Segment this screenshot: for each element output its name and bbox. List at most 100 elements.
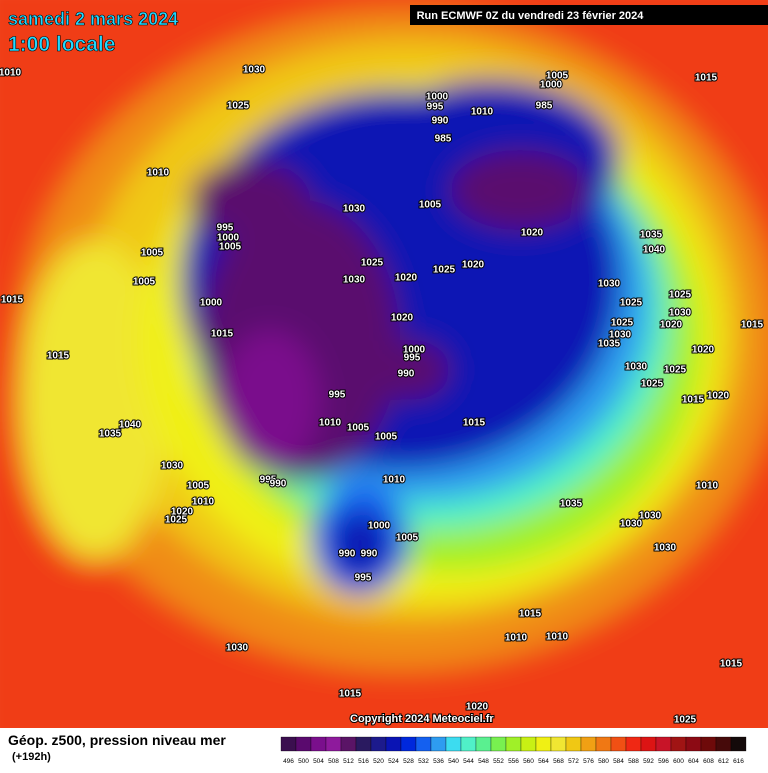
pressure-label: 1000 xyxy=(403,345,426,356)
scale-label: 508 xyxy=(328,758,339,765)
color-scale: 496 500 504 508 512 516 520 524 528 532 536 540 544 5… xyxy=(280,736,747,765)
scale-label: 540 xyxy=(448,758,459,765)
pressure-label: 1000 xyxy=(217,233,240,244)
run-info: Run ECMWF 0Z du vendredi 23 février 2024 xyxy=(417,10,645,22)
scale-swatch xyxy=(700,736,717,752)
pressure-label: 1030 xyxy=(639,511,662,522)
pressure-label: 990 xyxy=(398,369,415,380)
scale-swatch xyxy=(670,736,687,752)
pressure-label: 1025 xyxy=(669,290,692,301)
scale-label: 612 xyxy=(718,758,729,765)
scale-swatch xyxy=(595,736,612,752)
lead-time: (+192h) xyxy=(12,751,51,763)
scale-label: 552 xyxy=(493,758,504,765)
scale-swatch xyxy=(565,736,582,752)
scale-label: 592 xyxy=(643,758,654,765)
pressure-label: 1030 xyxy=(226,643,249,654)
pressure-label: 1020 xyxy=(462,260,485,271)
pressure-label: 1025 xyxy=(165,515,188,526)
pressure-label: 1035 xyxy=(640,230,663,241)
scale-swatch xyxy=(685,736,702,752)
scale-swatch xyxy=(370,736,387,752)
pressure-label: 1005 xyxy=(396,533,419,544)
scale-swatch xyxy=(640,736,657,752)
pressure-label: 995 xyxy=(404,353,421,364)
pressure-label: 1010 xyxy=(0,68,22,79)
pressure-label: 1035 xyxy=(99,429,122,440)
scale-label: 564 xyxy=(538,758,549,765)
pressure-label: 1005 xyxy=(219,242,242,253)
scale-swatch xyxy=(340,736,357,752)
pressure-label: 1020 xyxy=(395,273,418,284)
pressure-label: 1025 xyxy=(620,298,643,309)
pressure-label: 1035 xyxy=(598,339,621,350)
scale-swatch xyxy=(655,736,672,752)
scale-swatch xyxy=(715,736,732,752)
pressure-label: 1035 xyxy=(560,499,583,510)
pressure-label: 1030 xyxy=(598,279,621,290)
pressure-label: 990 xyxy=(270,479,287,490)
scale-label: 496 xyxy=(283,758,294,765)
pressure-label: 1015 xyxy=(682,395,705,406)
scale-label: 504 xyxy=(313,758,324,765)
pressure-label: 1025 xyxy=(641,379,664,390)
pressure-label: 1030 xyxy=(654,543,677,554)
pressure-label: 1000 xyxy=(200,298,223,309)
pressure-label: 990 xyxy=(361,549,378,560)
scale-label: 600 xyxy=(673,758,684,765)
pressure-label: 1015 xyxy=(211,329,234,340)
pressure-label: 995 xyxy=(260,475,277,486)
scale-swatch xyxy=(430,736,447,752)
pressure-label: 1010 xyxy=(192,497,215,508)
scale-label: 500 xyxy=(298,758,309,765)
scale-swatch xyxy=(280,736,297,752)
scale-swatch xyxy=(295,736,312,752)
pressure-label: 1020 xyxy=(391,313,414,324)
pressure-label: 1010 xyxy=(471,107,494,118)
pressure-label: 1005 xyxy=(187,481,210,492)
pressure-label: 1005 xyxy=(375,432,398,443)
pressure-label: 1020 xyxy=(171,507,194,518)
copyright: Copyright 2024 Meteociel.fr xyxy=(350,713,494,725)
map-title: samedi 2 mars 2024 xyxy=(8,9,178,29)
scale-label: 556 xyxy=(508,758,519,765)
pressure-label: 1030 xyxy=(343,204,366,215)
pressure-label: 1010 xyxy=(696,481,719,492)
scale-label: 588 xyxy=(628,758,639,765)
pressure-label: 1030 xyxy=(243,65,266,76)
pressure-label: 1030 xyxy=(161,461,184,472)
pressure-label: 1030 xyxy=(609,330,632,341)
scale-swatch xyxy=(520,736,537,752)
pressure-label: 1025 xyxy=(611,318,634,329)
scale-swatch xyxy=(355,736,372,752)
scale-label: 568 xyxy=(553,758,564,765)
scale-swatch xyxy=(580,736,597,752)
pressure-label: 1015 xyxy=(463,418,486,429)
scale-label: 536 xyxy=(433,758,444,765)
scale-label: 528 xyxy=(403,758,414,765)
scale-swatch xyxy=(505,736,522,752)
pressure-label: 1015 xyxy=(1,295,24,306)
pressure-label: 1040 xyxy=(119,420,142,431)
scale-label: 520 xyxy=(373,758,384,765)
scale-label: 524 xyxy=(388,758,399,765)
pressure-label: 1020 xyxy=(521,228,544,239)
scale-label: 576 xyxy=(583,758,594,765)
scale-swatch xyxy=(610,736,627,752)
scale-label: 548 xyxy=(478,758,489,765)
pressure-label: 1005 xyxy=(133,277,156,288)
pressure-label: 1025 xyxy=(361,258,384,269)
pressure-label: 1030 xyxy=(343,275,366,286)
pressure-labels: 1010 103010251010995100010051005100510001… xyxy=(0,64,765,727)
pressure-label: 985 xyxy=(435,134,452,145)
pressure-label: 1015 xyxy=(47,351,70,362)
pressure-label: 1015 xyxy=(695,73,718,84)
scale-label: 516 xyxy=(358,758,369,765)
scale-swatch xyxy=(325,736,342,752)
scale-label: 512 xyxy=(343,758,354,765)
pressure-label: 1000 xyxy=(540,80,563,91)
run-box xyxy=(410,5,768,25)
scale-label: 580 xyxy=(598,758,609,765)
